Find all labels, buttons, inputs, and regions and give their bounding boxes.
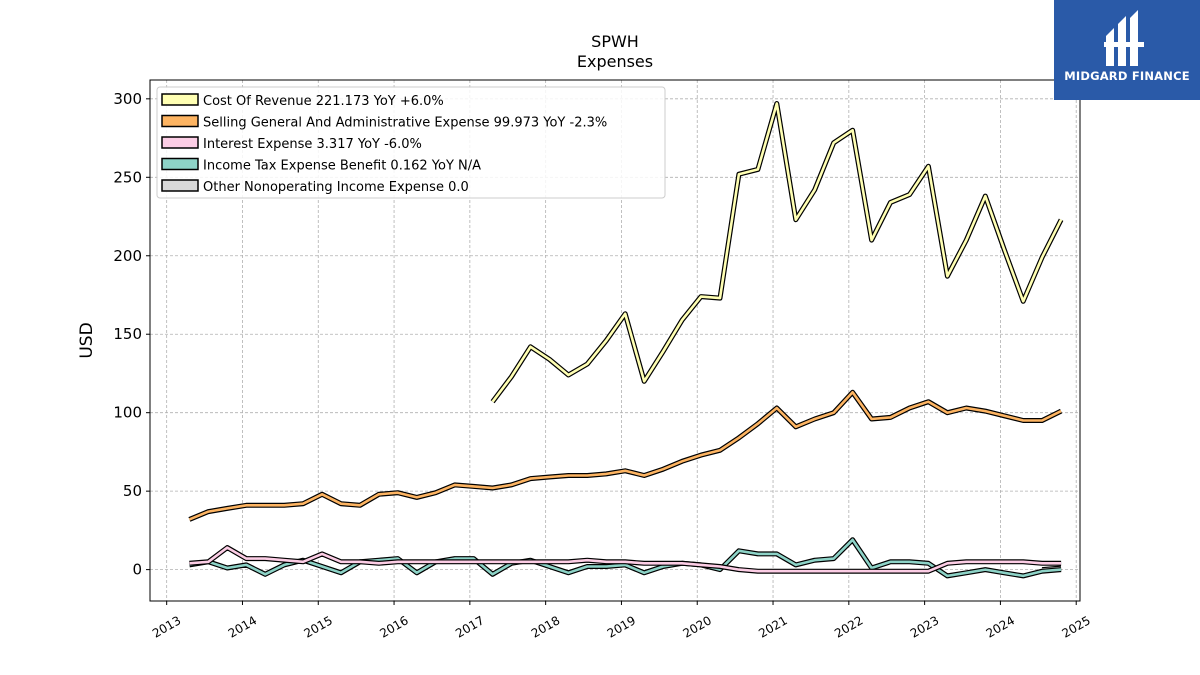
plot-frame: [149, 79, 1081, 602]
chart-subtitle: Expenses: [576, 52, 654, 71]
series-line: [188, 390, 1062, 521]
x-tick-label: 2016: [377, 613, 410, 640]
legend-label: Income Tax Expense Benefit 0.162 YoY N/A: [203, 159, 481, 174]
logo-mark-icon: [1104, 10, 1144, 66]
y-tick-label: 0: [132, 561, 142, 579]
x-tick-label: 2021: [756, 613, 789, 640]
y-tick-label: 250: [113, 168, 142, 186]
x-tick-label: 2023: [908, 613, 941, 640]
x-tick-label: 2015: [302, 613, 335, 640]
y-tick-label: 50: [123, 482, 142, 500]
logo-text: MIDGARD FINANCE: [1064, 69, 1190, 83]
legend: [156, 86, 666, 199]
series-line: [491, 102, 1063, 403]
y-tick-label: 200: [113, 247, 142, 265]
legend-label: Interest Expense 3.317 YoY -6.0%: [203, 137, 422, 152]
x-tick-label: 2020: [681, 613, 714, 640]
series-line: [189, 538, 1062, 578]
legend-label: Cost Of Revenue 221.173 YoY +6.0%: [203, 94, 444, 109]
x-tick-label: 2019: [605, 613, 638, 640]
x-tick-label: 2025: [1059, 613, 1092, 640]
legend-swatch: [161, 114, 199, 128]
legend-swatch: [161, 157, 199, 171]
x-tick-label: 2014: [226, 613, 259, 640]
y-tick-label: 300: [113, 90, 142, 108]
series-line: [189, 546, 1062, 573]
x-tick-label: 2022: [832, 613, 865, 640]
y-tick-label: 150: [113, 325, 142, 343]
x-tick-label: 2017: [453, 613, 486, 640]
legend-swatch: [161, 136, 199, 149]
legend-swatch: [161, 179, 199, 192]
legend-label: Selling General And Administrative Expen…: [203, 116, 607, 131]
legend-label: Other Nonoperating Income Expense 0.0: [203, 180, 469, 195]
legend-swatch: [161, 93, 199, 106]
x-tick-label: 2024: [984, 613, 1017, 640]
midgard-finance-logo: MIDGARD FINANCE: [1054, 0, 1200, 100]
y-tick-label: 100: [113, 404, 142, 422]
chart-title: SPWH: [591, 32, 639, 51]
x-tick-label: 2018: [529, 613, 562, 640]
x-tick-label: 2013: [150, 613, 183, 640]
y-axis-label: USD: [77, 322, 97, 358]
